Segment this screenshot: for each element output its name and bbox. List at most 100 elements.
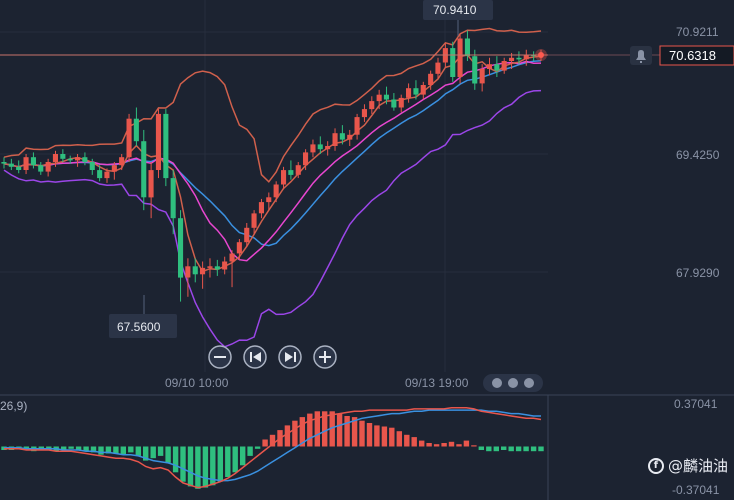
macd-histogram-bar <box>105 446 112 454</box>
macd-params-label: 26,9) <box>0 399 27 413</box>
macd-histogram-bar <box>404 434 410 447</box>
low-label-box <box>109 314 177 338</box>
alert-bell-icon[interactable] <box>630 46 652 65</box>
scroll-forward-button[interactable] <box>278 345 302 369</box>
candle-body <box>383 94 389 100</box>
zoom-out-button[interactable] <box>208 345 232 369</box>
candle-body <box>45 162 51 172</box>
candle-body <box>339 133 345 140</box>
candle-body <box>52 154 58 162</box>
macd-histogram-bar <box>98 446 104 455</box>
macd-histogram-bar <box>68 446 74 449</box>
macd-histogram-bar <box>426 443 432 447</box>
macd-histogram-bar <box>83 446 89 452</box>
macd-histogram-bar <box>61 446 67 450</box>
candle-body <box>376 94 382 102</box>
macd-histogram-bar <box>1 446 7 450</box>
current-price-label: 70.6318 <box>669 48 716 63</box>
time-tick-label: 09/10 10:00 <box>165 376 229 390</box>
macd-axis-tick: -0.37041 <box>672 483 720 497</box>
candle-body <box>1 162 7 164</box>
macd-histogram-bar <box>389 427 395 447</box>
macd-histogram-bar <box>254 446 261 449</box>
candle-body <box>369 101 375 110</box>
candle-body <box>317 144 323 150</box>
macd-histogram-bar <box>419 440 425 447</box>
zoom-in-button[interactable] <box>313 345 337 369</box>
macd-histogram-bar <box>187 446 194 487</box>
time-tick-label: 09/13 19:00 <box>405 376 469 390</box>
candle-body <box>133 118 139 142</box>
low-label: 67.5600 <box>117 320 161 334</box>
candle-body <box>207 266 213 268</box>
candle-body <box>178 218 184 278</box>
bollinger-upper-line <box>3 27 542 183</box>
candle-body <box>192 266 198 275</box>
candle-body <box>229 253 235 262</box>
macd-histogram-bar <box>344 416 350 447</box>
candle-body <box>236 242 242 254</box>
macd-histogram-bar <box>269 434 276 447</box>
macd-histogram-bar <box>150 446 156 459</box>
candle-body <box>325 146 331 150</box>
macd-histogram-bar <box>217 446 223 482</box>
macd-histogram-bar <box>165 446 171 463</box>
candle-body <box>16 166 22 170</box>
macd-histogram-bar <box>90 446 97 453</box>
high-label-box <box>423 0 493 20</box>
candle-body <box>486 64 492 69</box>
candle-body <box>281 170 287 185</box>
macd-histogram-bar <box>493 446 499 452</box>
candle-body <box>214 266 220 270</box>
scroll-back-button[interactable] <box>243 345 267 369</box>
candle-body <box>111 165 117 172</box>
macd-histogram-bar <box>322 411 328 447</box>
candle-body <box>30 157 36 166</box>
candle-body <box>170 178 176 219</box>
price-tick-label: 67.9290 <box>676 266 720 280</box>
candle-body <box>501 61 507 71</box>
candle-body <box>119 157 125 166</box>
macd-histogram-bar <box>143 446 149 461</box>
macd-histogram-bar <box>359 420 365 447</box>
candle-body <box>361 109 367 118</box>
candle-body <box>413 88 419 95</box>
grid-lines <box>0 0 548 372</box>
price-tick-label: 69.4250 <box>676 148 720 162</box>
candle-body <box>295 165 301 175</box>
candle-body <box>428 73 434 85</box>
macd-histogram-bar <box>351 417 358 447</box>
candle-body <box>23 157 29 170</box>
candle-body <box>67 158 73 161</box>
macd-histogram-bar <box>180 446 186 482</box>
candle-body <box>464 38 470 57</box>
macd-histogram-bar <box>307 413 313 447</box>
candle-body <box>155 113 161 170</box>
candle-body <box>523 54 529 60</box>
macd-histogram-bar <box>456 444 462 447</box>
candle-body <box>391 99 397 108</box>
candle-body <box>516 57 522 60</box>
macd-histogram-bar <box>523 446 529 452</box>
candle-body <box>420 85 426 95</box>
candle-body <box>200 267 206 275</box>
candle-body <box>60 154 66 159</box>
candle-body <box>472 56 478 84</box>
candle-body <box>332 133 338 146</box>
candle-body <box>38 165 44 172</box>
candle-body <box>82 157 88 162</box>
candle-body <box>406 88 412 98</box>
candle-body <box>288 170 294 175</box>
macd-histogram-bar <box>530 446 537 452</box>
macd-histogram-bar <box>120 446 126 455</box>
macd-histogram-bar <box>262 439 268 447</box>
macd-histogram-bar <box>381 426 388 447</box>
macd-histogram-bar <box>508 446 514 452</box>
macd-histogram-bar <box>478 446 484 450</box>
pane-drag-handle[interactable] <box>483 374 543 392</box>
candle-body <box>104 171 110 179</box>
candle-body <box>148 170 154 198</box>
candle-body <box>75 157 81 161</box>
candlesticks[interactable] <box>1 30 544 302</box>
